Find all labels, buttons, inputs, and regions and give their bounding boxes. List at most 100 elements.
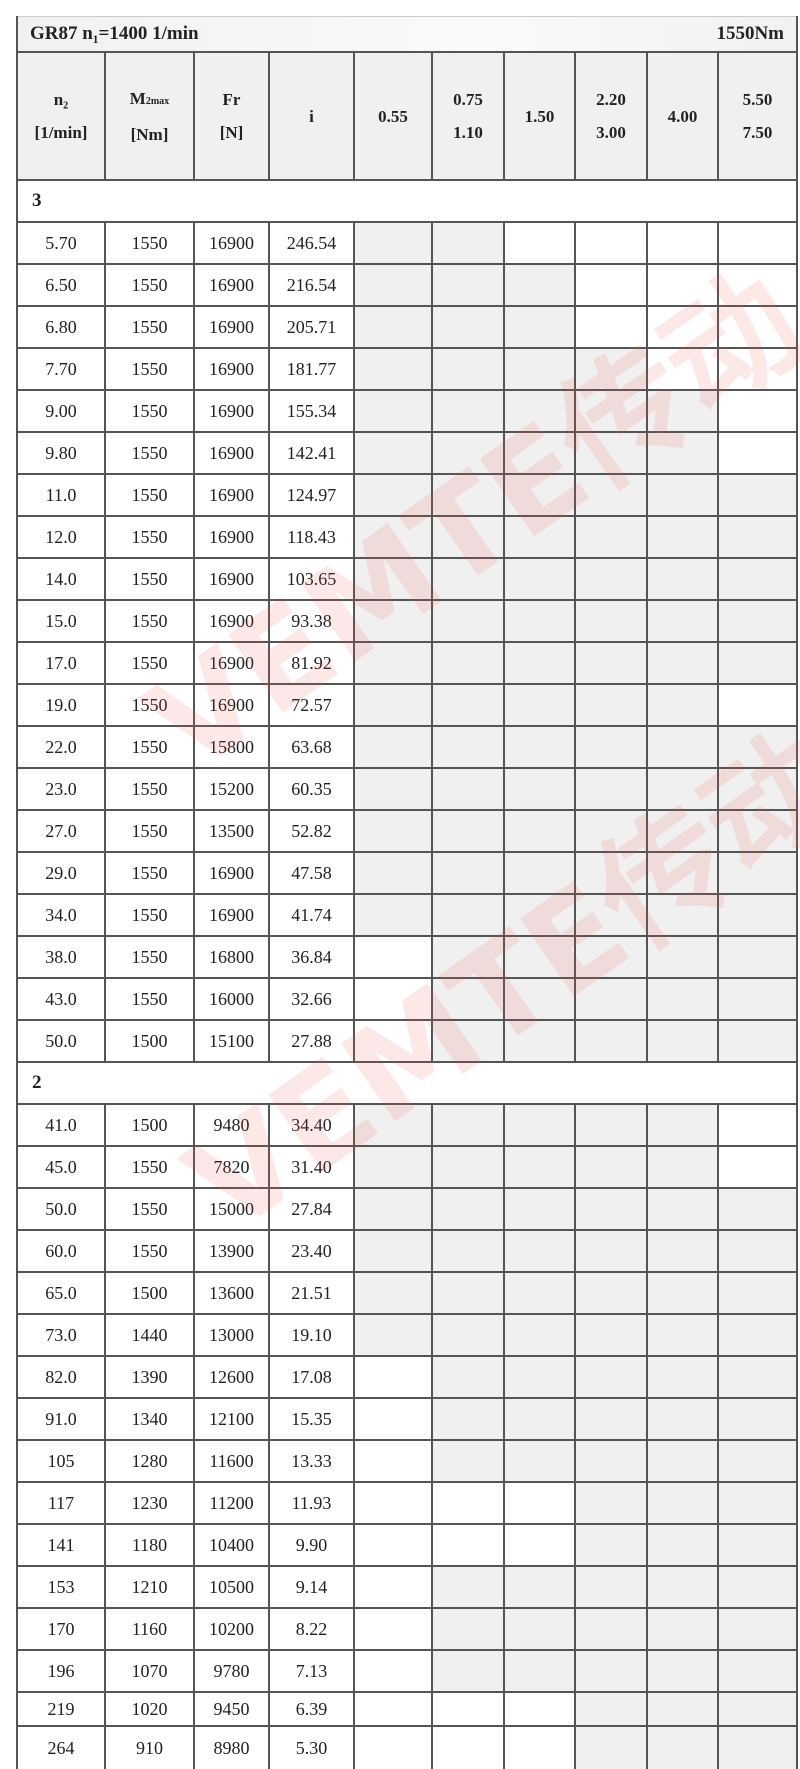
cell-m2: 1020	[106, 1693, 195, 1725]
power-cell-empty	[433, 1483, 505, 1523]
power-cell-available	[576, 979, 648, 1019]
power-cell-empty	[355, 1483, 433, 1523]
power-cell-available	[433, 811, 505, 851]
cell-m2: 1230	[106, 1483, 195, 1523]
power-cell-available	[433, 1273, 505, 1313]
cell-n2: 264	[18, 1727, 106, 1769]
power-cell-available	[505, 727, 576, 767]
cell-n2: 15.0	[18, 601, 106, 641]
power-cell-available	[505, 1399, 576, 1439]
header-power-0: 0.55	[355, 53, 433, 179]
power-cell-empty	[719, 1105, 796, 1145]
cell-m2: 1180	[106, 1525, 195, 1565]
cell-m2: 1550	[106, 559, 195, 599]
power-cell-available	[505, 307, 576, 347]
power-cell-empty	[355, 1693, 433, 1725]
power-cell-available	[648, 1189, 719, 1229]
power-cell-empty	[648, 223, 719, 263]
power-cell-available	[719, 895, 796, 935]
cell-n2: 60.0	[18, 1231, 106, 1271]
power-cell-available	[355, 433, 433, 473]
header-n2: n₂ [1/min]	[18, 53, 106, 179]
section-row-stage-3: 3	[18, 181, 796, 223]
cell-m2: 1550	[106, 1147, 195, 1187]
gear-selection-table: GR87 n₁=1400 1/min 1550Nm n₂ [1/min] M2m…	[16, 16, 798, 1769]
cell-i: 72.57	[270, 685, 355, 725]
power-cell-available	[648, 937, 719, 977]
power-cell-available	[576, 727, 648, 767]
table-row: 219 1020 9450 6.39	[18, 1693, 796, 1727]
cell-i: 27.88	[270, 1021, 355, 1061]
power-cell-available	[719, 601, 796, 641]
cell-m2: 1280	[106, 1441, 195, 1481]
header-power-5: 5.50 7.50	[719, 53, 796, 179]
power-cell-empty	[719, 1147, 796, 1187]
cell-m2: 1550	[106, 1231, 195, 1271]
power-cell-available	[355, 1315, 433, 1355]
power-cell-available	[433, 475, 505, 515]
table-row: 9.00 1550 16900 155.34	[18, 391, 796, 433]
cell-fr: 9780	[195, 1651, 270, 1691]
cell-n2: 22.0	[18, 727, 106, 767]
cell-n2: 196	[18, 1651, 106, 1691]
cell-fr: 15100	[195, 1021, 270, 1061]
cell-m2: 1550	[106, 517, 195, 557]
cell-m2: 1210	[106, 1567, 195, 1607]
power-cell-available	[576, 1525, 648, 1565]
header-power-3: 2.20 3.00	[576, 53, 648, 179]
power-cell-available	[505, 937, 576, 977]
power-cell-available	[505, 979, 576, 1019]
power-cell-empty	[505, 1525, 576, 1565]
table-row: 45.0 1550 7820 31.40	[18, 1147, 796, 1189]
cell-fr: 16900	[195, 559, 270, 599]
header-m2max-unit: [Nm]	[130, 124, 169, 144]
power-cell-available	[719, 1231, 796, 1271]
power-cell-available	[505, 895, 576, 935]
power-cell-available	[719, 517, 796, 557]
cell-i: 34.40	[270, 1105, 355, 1145]
cell-fr: 10200	[195, 1609, 270, 1649]
cell-m2: 1390	[106, 1357, 195, 1397]
cell-m2: 1340	[106, 1399, 195, 1439]
power-cell-available	[576, 1399, 648, 1439]
table-row: 82.0 1390 12600 17.08	[18, 1357, 796, 1399]
power-cell-available	[505, 769, 576, 809]
power-cell-empty	[648, 349, 719, 389]
power-cell-empty	[505, 1727, 576, 1769]
power-cell-available	[719, 853, 796, 893]
cell-n2: 29.0	[18, 853, 106, 893]
header-fr-unit: [N]	[219, 123, 244, 142]
power-cell-available	[505, 475, 576, 515]
header-power-value: 1.50	[524, 106, 555, 126]
power-cell-available	[433, 265, 505, 305]
power-cell-available	[648, 769, 719, 809]
power-cell-available	[719, 1609, 796, 1649]
power-cell-available	[355, 223, 433, 263]
cell-i: 13.33	[270, 1441, 355, 1481]
power-cell-available	[648, 643, 719, 683]
cell-fr: 16900	[195, 265, 270, 305]
header-power-1: 0.75 1.10	[433, 53, 505, 179]
cell-fr: 13000	[195, 1315, 270, 1355]
cell-n2: 12.0	[18, 517, 106, 557]
power-cell-available	[433, 1357, 505, 1397]
cell-m2: 1550	[106, 349, 195, 389]
power-cell-available	[355, 517, 433, 557]
cell-fr: 15200	[195, 769, 270, 809]
power-cell-empty	[355, 1609, 433, 1649]
header-power-2: 1.50	[505, 53, 576, 179]
header-power-value: 1.10	[453, 123, 483, 142]
cell-fr: 7820	[195, 1147, 270, 1187]
power-cell-available	[576, 811, 648, 851]
power-cell-available	[355, 1105, 433, 1145]
cell-m2: 1550	[106, 643, 195, 683]
cell-i: 23.40	[270, 1231, 355, 1271]
power-cell-available	[648, 601, 719, 641]
power-cell-available	[719, 1021, 796, 1061]
power-cell-available	[433, 727, 505, 767]
power-cell-available	[648, 853, 719, 893]
power-cell-available	[576, 1651, 648, 1691]
table-row: 6.50 1550 16900 216.54	[18, 265, 796, 307]
power-cell-available	[648, 1651, 719, 1691]
power-cell-available	[433, 1399, 505, 1439]
